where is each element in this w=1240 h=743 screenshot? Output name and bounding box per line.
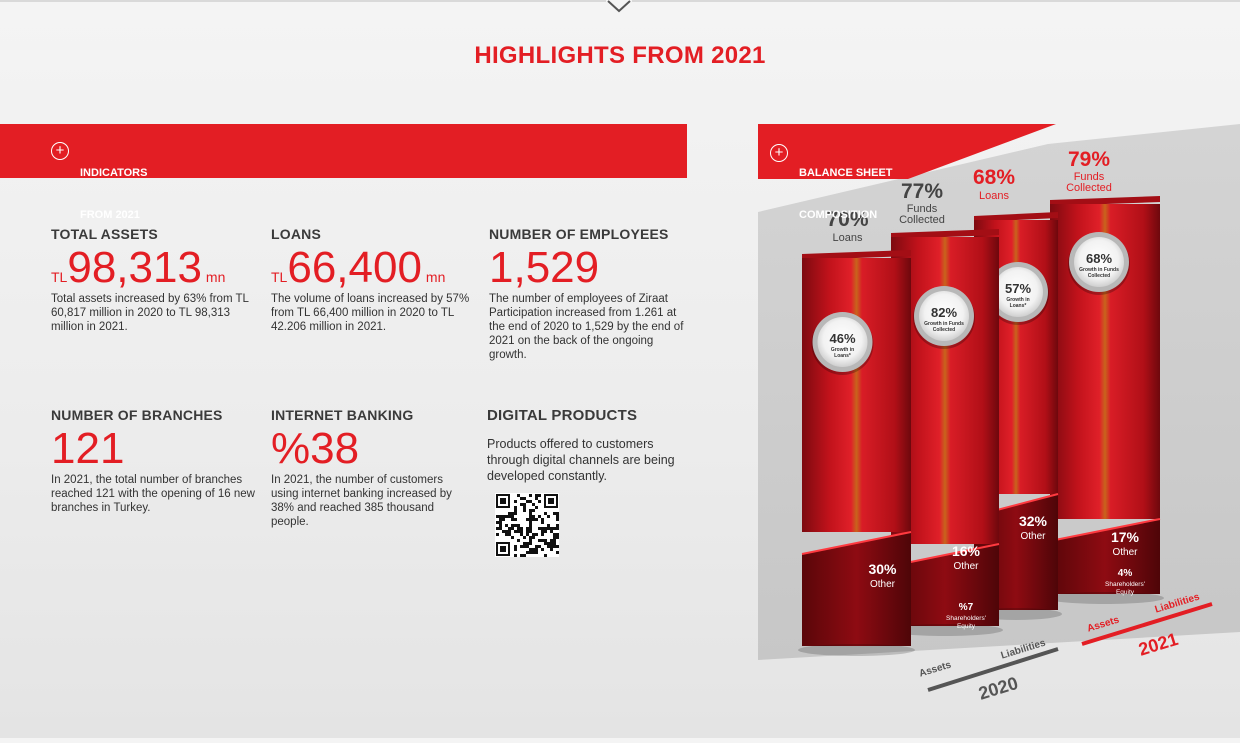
indicator-internet-banking: INTERNET BANKING %38 In 2021, the number… <box>271 407 461 529</box>
top-percent: 70% <box>826 208 868 231</box>
top-label: Collected <box>1066 182 1112 194</box>
indicator-title: NUMBER OF BRANCHES <box>51 407 223 423</box>
banner-line-2: COMPOSITION <box>799 209 878 221</box>
circle-label: Growth in Funds <box>924 321 964 327</box>
top-label: Collected <box>899 214 945 226</box>
indicator-title: TOTAL ASSETS <box>51 226 158 242</box>
circle-label: Growth in Funds <box>1079 267 1119 273</box>
top-percent: 68% <box>973 166 1015 189</box>
other-label: Other <box>1112 547 1138 558</box>
chevron-down-icon[interactable] <box>606 0 632 14</box>
indicators-banner[interactable]: + INDICATORS FROM 2021 <box>0 124 687 221</box>
balance-sheet-graphic: 68%Growth in FundsCollected17%Other4%Sha… <box>758 124 1240 704</box>
circle-percent: 82% <box>931 305 957 320</box>
other-percent: 17% <box>1111 529 1140 545</box>
indicator-description: The number of employees of Ziraat Partic… <box>489 293 684 361</box>
indicator-employees: NUMBER OF EMPLOYEES 1,529 The number of … <box>489 226 694 362</box>
circle-percent: 46% <box>829 331 855 346</box>
plus-circle-icon[interactable]: + <box>770 144 788 162</box>
banner-line-1: INDICATORS <box>80 167 148 179</box>
indicator-value: %38 <box>271 424 360 473</box>
equity-label: Equity <box>957 623 976 630</box>
circle-percent: 68% <box>1086 251 1112 266</box>
circle-label: Loans* <box>1010 303 1027 309</box>
other-label: Other <box>1020 531 1046 542</box>
indicator-title: INTERNET BANKING <box>271 407 414 423</box>
top-label: Loans <box>833 232 863 244</box>
balance-banner[interactable]: + BALANCE SHEET COMPOSITION <box>758 124 893 221</box>
equity-percent: 4% <box>1118 568 1133 579</box>
other-label: Other <box>953 561 979 572</box>
assets-label: Assets <box>918 659 953 679</box>
page-title: HIGHLIGHTS FROM 2021 <box>474 42 766 69</box>
indicator-value: TL66,400 mn <box>271 243 446 292</box>
circle-label: Collected <box>933 327 956 333</box>
indicator-description: Total assets increased by 63% from TL 60… <box>51 293 249 333</box>
other-percent: 16% <box>952 543 981 559</box>
balance-sheet-chart: 68% Growth in Funds Collected 17% Other 4% Sha… <box>758 124 1240 738</box>
equity-label: Equity <box>1116 589 1135 596</box>
circle-label: Collected <box>1088 273 1111 279</box>
circle-percent: 57% <box>1005 281 1031 296</box>
indicator-branches: NUMBER OF BRANCHES 121 In 2021, the tota… <box>51 407 256 515</box>
year-label: 2020 <box>976 673 1020 704</box>
circle-label: Loans* <box>834 353 851 359</box>
equity-percent: %7 <box>959 602 974 613</box>
qr-code-icon[interactable] <box>495 493 559 557</box>
indicator-total-assets: TOTAL ASSETS TL98,313 mn Total assets inc… <box>51 226 256 334</box>
top-percent: 77% <box>901 180 943 203</box>
banner-line-1: BALANCE SHEET <box>799 167 893 179</box>
plus-circle-icon[interactable]: + <box>51 142 69 160</box>
equity-label: Shareholders' <box>946 615 986 622</box>
equity-label: Shareholders' <box>1105 581 1145 588</box>
indicator-description: Products offered to customers through di… <box>487 437 675 483</box>
indicator-title: LOANS <box>271 226 321 242</box>
indicator-value: 1,529 <box>489 243 600 292</box>
indicator-description: In 2021, the total number of branches re… <box>51 474 255 514</box>
indicator-title: DIGITAL PRODUCTS <box>487 407 638 424</box>
indicator-title: NUMBER OF EMPLOYEES <box>489 226 669 242</box>
top-percent: 79% <box>1068 148 1110 171</box>
circle-label: Growth in <box>1006 297 1029 303</box>
indicator-description: The volume of loans increased by 57% fro… <box>271 293 470 333</box>
top-label: Funds <box>1074 171 1105 183</box>
other-label: Other <box>870 579 896 590</box>
circle-label: Growth in <box>831 347 854 353</box>
other-percent: 32% <box>1019 513 1048 529</box>
top-label: Loans <box>979 190 1009 202</box>
indicator-value: TL98,313 mn <box>51 243 226 292</box>
indicator-description: In 2021, the number of customers using i… <box>271 474 452 528</box>
other-percent: 30% <box>868 561 897 577</box>
banner-line-2: FROM 2021 <box>80 209 140 221</box>
top-label: Funds <box>907 203 938 215</box>
balance-banner-shape[interactable] <box>758 124 1056 179</box>
indicator-digital-products: DIGITAL PRODUCTS Products offered to cus… <box>487 407 677 484</box>
indicator-loans: LOANS TL66,400 mn The volume of loans inc… <box>271 226 471 334</box>
indicator-value: 121 <box>51 424 125 473</box>
